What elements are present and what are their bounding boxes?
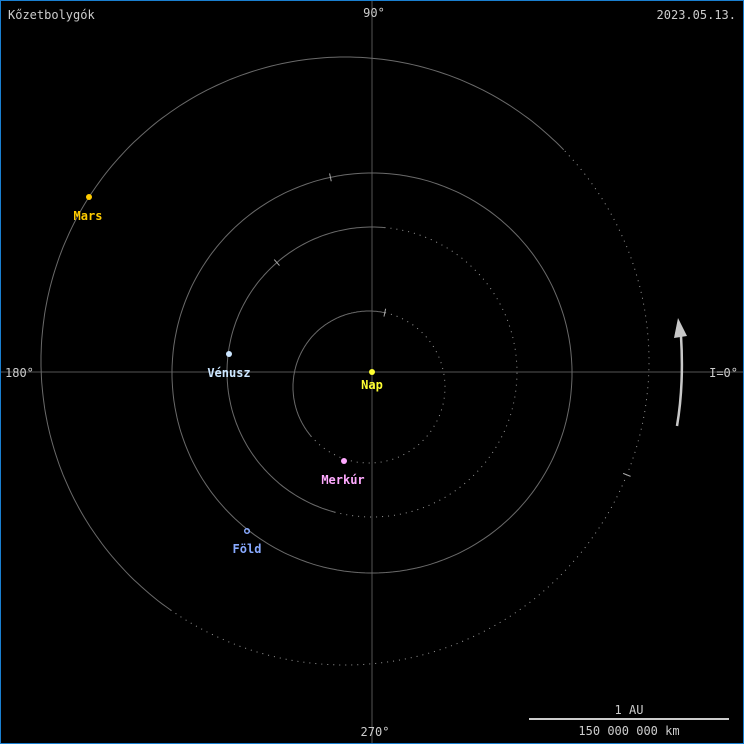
mercury-label: Merkúr <box>321 473 364 487</box>
axis-label-90: 90° <box>363 6 385 20</box>
mars-perihelion-tick <box>622 472 631 477</box>
venus-marker[interactable] <box>226 351 232 357</box>
diagram-title: Kőzetbolygók <box>8 8 95 22</box>
mercury-orbit-past <box>292 310 385 437</box>
counterclockwise-arrow-icon <box>674 318 687 427</box>
earth-label: Föld <box>233 542 262 556</box>
mercury-marker[interactable] <box>341 458 347 464</box>
mercury-orbit-future <box>310 312 446 464</box>
mars-label: Mars <box>74 209 103 223</box>
earth-orbit-past <box>171 172 573 574</box>
scale-label-au: 1 AU <box>615 703 644 717</box>
axis-label-180: 180° <box>5 366 34 380</box>
earth-marker[interactable] <box>243 527 251 535</box>
mercury-perihelion-tick <box>383 308 387 317</box>
mars-marker[interactable] <box>86 194 92 200</box>
axis-label-270: 270° <box>361 725 390 739</box>
sun-marker[interactable] <box>369 369 375 375</box>
scale-label-km: 150 000 000 km <box>578 724 679 738</box>
axis-label-0: I=0° <box>709 366 738 380</box>
mars-orbit-past <box>40 56 565 611</box>
earth-perihelion-tick <box>329 173 332 182</box>
venus-label: Vénusz <box>207 366 250 380</box>
date-label: 2023.05.13. <box>657 8 736 22</box>
sun-label: Nap <box>361 378 383 392</box>
venus-orbit-future <box>334 227 518 518</box>
mars-orbit-future <box>170 149 650 666</box>
venus-orbit-past <box>226 226 385 513</box>
venus-perihelion-tick <box>273 259 280 266</box>
